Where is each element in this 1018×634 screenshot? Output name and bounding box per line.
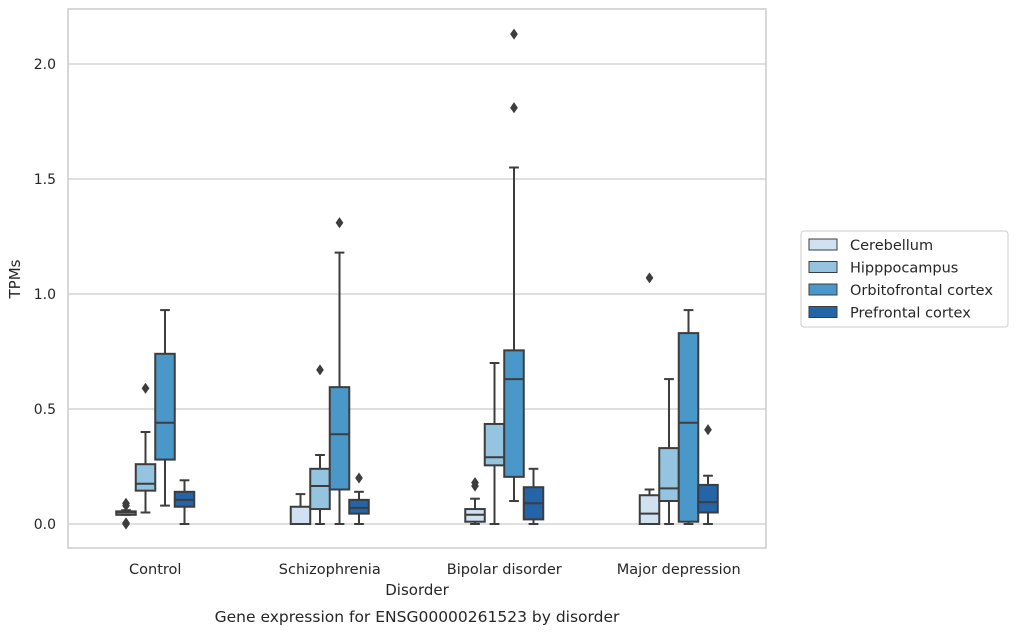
box-iqr <box>638 494 661 525</box>
legend-label: Cerebellum <box>850 238 933 254</box>
box-cerebellum <box>115 497 137 530</box>
x-tick-label: Control <box>129 562 181 578</box>
x-tick-label: Bipolar disorder <box>447 562 562 578</box>
outlier-point <box>122 517 130 529</box>
x-tick-labels: Control Schizophrenia Bipolar disorder Majo… <box>129 562 741 578</box>
box-groups <box>115 28 719 530</box>
y-tick-labels: 0.0 0.5 1.0 1.5 2.0 <box>34 57 56 533</box>
box-iqr <box>309 467 331 511</box>
y-tick-label: 0.5 <box>34 402 56 418</box>
legend-label: Prefrontal cortex <box>850 306 971 322</box>
outlier-point <box>335 217 344 229</box>
legend: Cerebellum Hipppocampus Orbitofrontal cort… <box>800 230 1009 328</box>
y-tick-label: 0.0 <box>34 517 56 533</box>
plot-frame <box>67 8 767 549</box>
box-iqr <box>503 349 525 478</box>
box-hipppocampus <box>134 382 157 514</box>
chart-caption: Gene expression for ENSG00000261523 by d… <box>215 608 620 626</box>
legend-label: Orbitofrontal cortex <box>850 283 993 299</box>
box-cerebellum <box>638 272 661 525</box>
box-orbitofrontal-cortex <box>154 309 176 507</box>
legend-swatch <box>808 261 838 273</box>
legend-swatch <box>808 238 838 251</box>
box-hipppocampus <box>658 378 680 525</box>
x-tick-label: Schizophrenia <box>279 562 381 578</box>
box-prefrontal-cortex <box>522 467 545 525</box>
legend-label: Hipppocampus <box>850 261 958 277</box>
box-cerebellum <box>289 493 312 525</box>
y-tick-label: 1.5 <box>34 172 56 188</box>
box-orbitofrontal-cortex <box>503 28 525 502</box>
box-prefrontal-cortex <box>697 424 719 525</box>
box-orbitofrontal-cortex <box>328 217 351 525</box>
y-tick-label: 1.0 <box>34 287 56 303</box>
box-iqr <box>677 332 700 523</box>
outlier-point <box>355 472 363 484</box>
outlier-point <box>316 364 324 376</box>
legend-swatch <box>808 306 838 318</box>
box-iqr <box>697 483 719 514</box>
x-tick-label: Major depression <box>617 562 741 578</box>
box-iqr <box>483 422 506 467</box>
box-orbitofrontal-cortex <box>677 309 700 525</box>
outlier-point <box>510 28 518 40</box>
outlier-point <box>141 382 150 394</box>
x-axis-label: Disorder <box>385 581 449 599</box>
legend-swatch <box>808 283 838 296</box>
box-iqr <box>154 352 176 461</box>
box-hipppocampus <box>309 364 331 525</box>
box-iqr <box>134 463 157 492</box>
box-cerebellum <box>464 477 486 525</box>
outlier-point <box>471 477 479 489</box>
outlier-point <box>704 424 712 436</box>
box-hipppocampus <box>483 362 506 525</box>
box-iqr <box>658 447 680 503</box>
legend-frame <box>800 230 1009 328</box>
y-axis-label: TPMs <box>6 259 24 299</box>
box-prefrontal-cortex <box>348 472 370 525</box>
outlier-point <box>645 272 654 284</box>
box-prefrontal-cortex <box>173 479 196 525</box>
box-iqr <box>289 505 312 525</box>
y-tick-label: 2.0 <box>34 57 56 73</box>
outlier-point <box>122 497 130 509</box>
outlier-point <box>510 102 518 114</box>
box-iqr <box>328 386 351 491</box>
box-iqr <box>348 498 370 515</box>
